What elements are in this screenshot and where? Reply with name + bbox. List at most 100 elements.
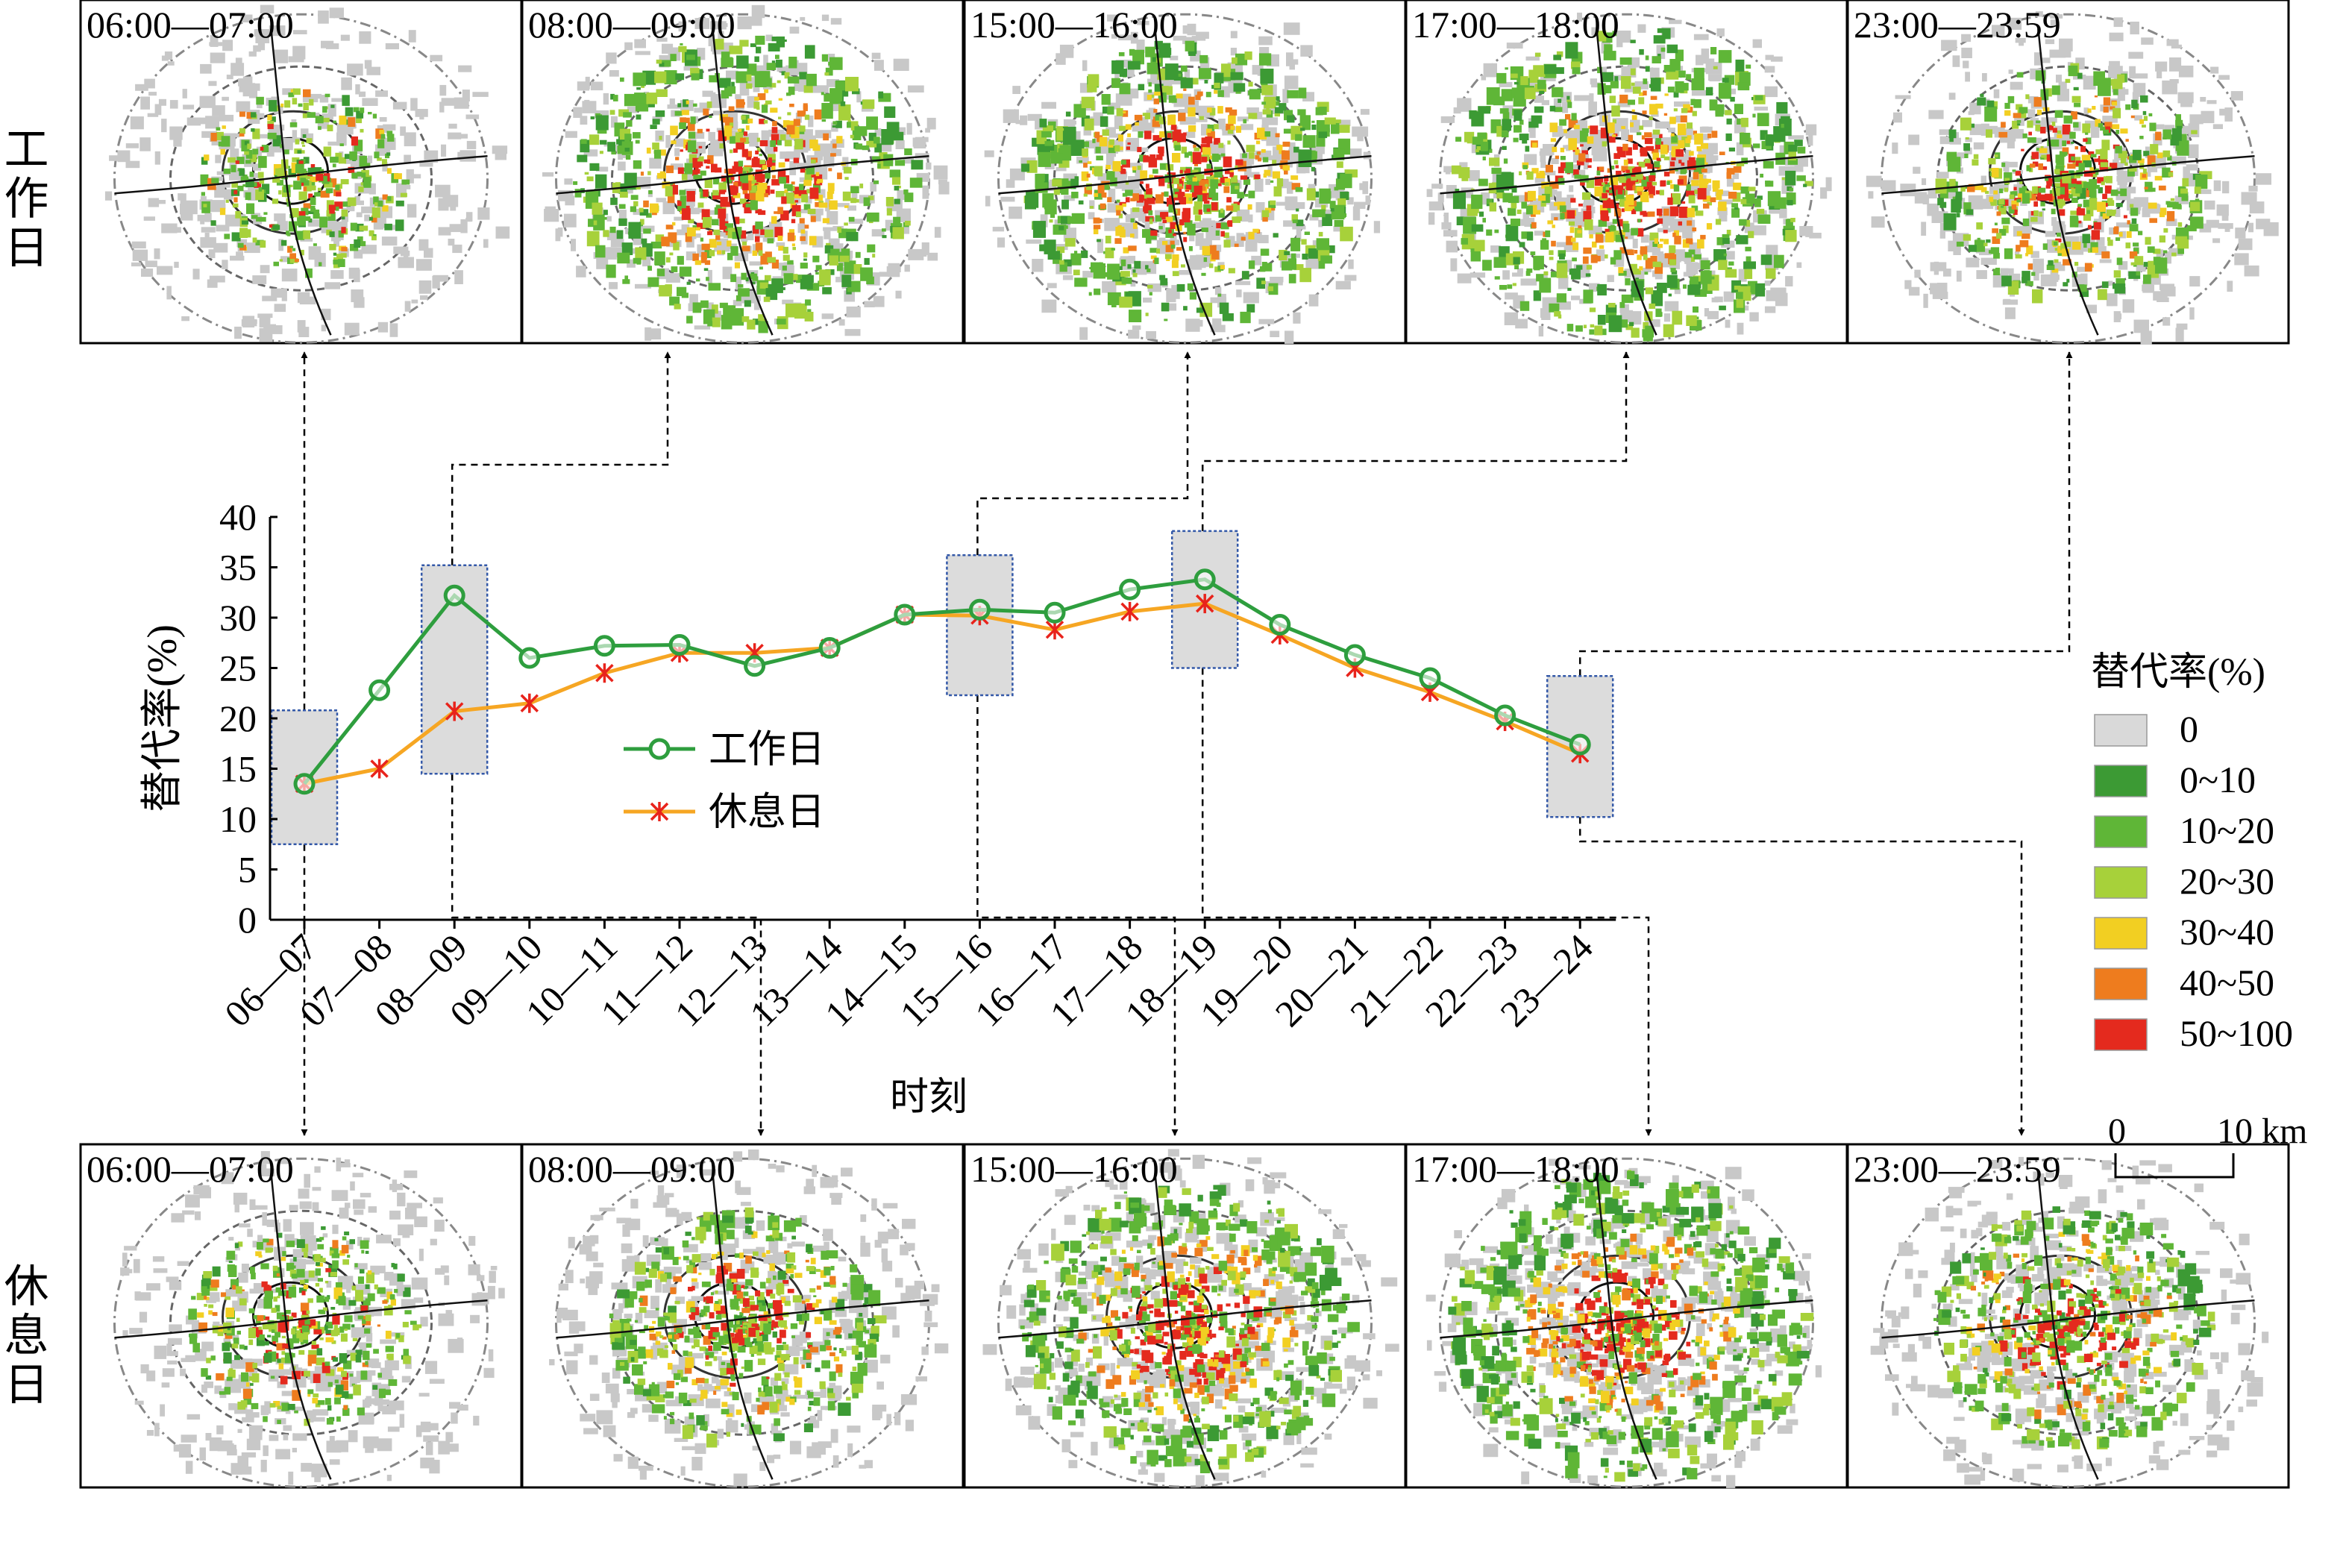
chart-series [293,568,1591,795]
connector-workday-5 [1578,351,2073,677]
connector-workday-2 [451,351,671,565]
rate-cells [573,35,923,333]
district-boundary [998,154,1372,195]
legend-swatch [2094,714,2148,747]
workday-point [668,633,691,656]
outer-ring-road [1881,1157,2256,1488]
workday-point [1494,704,1516,727]
y-tick-label: 10 [219,798,257,840]
legend-swatch [2094,866,2148,899]
legend-workday-marker [648,738,671,760]
y-tick-label: 35 [219,547,257,589]
district-boundary [114,1299,488,1339]
rate-cells [1021,40,1358,324]
outer-ring-road [113,13,489,344]
workday-point [1269,613,1291,636]
district-boundary [114,154,488,195]
workday-map-panel-1: 06:00—07:00 [79,0,523,345]
map-time-label: 23:00—23:59 [1854,1148,2061,1190]
restday-map-panel-4: 17:00—18:00 [1405,1143,1848,1489]
row-label-restday: 休息日 [0,1262,47,1410]
legend-swatch [2094,815,2148,848]
outer-ring-road [997,13,1373,344]
connector-restday-5 [1578,817,2025,1136]
workday-point [368,679,391,701]
y-axis-label: 替代率(%) [139,624,186,812]
legend-bin-label: 10~20 [2180,809,2274,851]
restday-point [520,693,539,713]
district-boundary [1440,1299,1813,1339]
outer-ring-road [555,1157,930,1488]
legend-bin-label: 0~10 [2180,759,2256,800]
outer-ring-road [113,1157,489,1488]
legend-title: 替代率(%) [2091,651,2265,694]
workday-map-panel-3: 15:00—16:00 [963,0,1407,345]
y-tick-label: 20 [219,697,257,739]
workday-point [1194,568,1216,591]
rate-cells [609,1207,887,1448]
legend-restday-label: 休息日 [709,791,825,834]
workday-point [894,603,916,626]
rate-cells [1935,63,2212,304]
workday-point [443,584,465,606]
map-time-label: 06:00—07:00 [87,1148,294,1190]
district-boundary [2037,29,2099,336]
restday-point [445,701,464,721]
legend-swatch [2094,1018,2148,1051]
workday-point [593,635,615,657]
workday-point [518,647,541,669]
restday-map-row: 06:00—07:00 08:00—09:00 15:00—16:00 17:00—1… [79,1143,2290,1489]
legend-bins: 0 0~10 10~20 20~30 30~40 40~50 50~100 [2094,708,2293,1054]
connector-workday-3 [976,351,1191,556]
map-time-label: 17:00—18:00 [1412,1148,1619,1190]
district-boundary [712,29,774,336]
connector-restday-2 [451,774,765,1136]
workday-point [818,637,841,659]
legend-swatch [2094,968,2148,1000]
legend-bin-label: 0 [2180,708,2198,750]
district-boundary [1154,1173,1216,1480]
y-tick-label: 15 [219,748,257,790]
row-label-workday: 工作日 [0,125,47,273]
connector-restday-3 [976,694,1179,1136]
district-boundary [1440,154,1813,195]
map-time-label: 15:00—16:00 [970,1148,1178,1190]
restday-line [304,601,1581,786]
district-boundary [1154,29,1216,336]
color-legend: 替代率(%) 0 0~10 10~20 20~30 30~40 40~50 50~100 0… [2091,651,2307,1179]
workday-point [1044,601,1066,624]
y-tick-label: 40 [219,496,257,538]
district-boundary [1881,1299,2255,1339]
connector-arrows [301,351,2073,1136]
x-axis-label: 时刻 [890,1076,967,1119]
district-boundary [998,1299,1372,1339]
map-time-label: 23:00—23:59 [1854,4,2061,46]
restday-map-panel-5: 23:00—23:59 [1846,1143,2290,1489]
scale-label-zero: 0 [2108,1111,2126,1151]
rate-cells [1933,1206,2216,1449]
map-time-label: 06:00—07:00 [87,4,294,46]
workday-map-panel-5: 23:00—23:59 [1846,0,2290,345]
workday-point [293,773,316,795]
restday-map-panel-1: 06:00—07:00 [79,1143,523,1489]
row-label-workday-text: 工作日 [0,125,47,273]
restday-point [1195,594,1214,614]
district-boundary [712,1173,774,1480]
legend-swatch [2094,917,2148,950]
workday-point [1343,644,1366,666]
outer-ring-road [1439,13,1814,344]
district-boundary [2037,1173,2099,1480]
scale-label-km: 10 km [2217,1111,2307,1151]
rate-cells [1451,28,1813,342]
legend-workday-label: 工作日 [709,729,825,771]
workday-line [303,577,1581,785]
district-boundary [556,1299,929,1339]
rate-cells [1020,1185,1360,1473]
scale-bar-icon: 0 10 km [2108,1111,2307,1179]
district-boundary [1596,1173,1657,1480]
workday-point [744,655,766,677]
district-boundary [270,1173,332,1480]
restday-map-panel-2: 08:00—09:00 [521,1143,965,1489]
